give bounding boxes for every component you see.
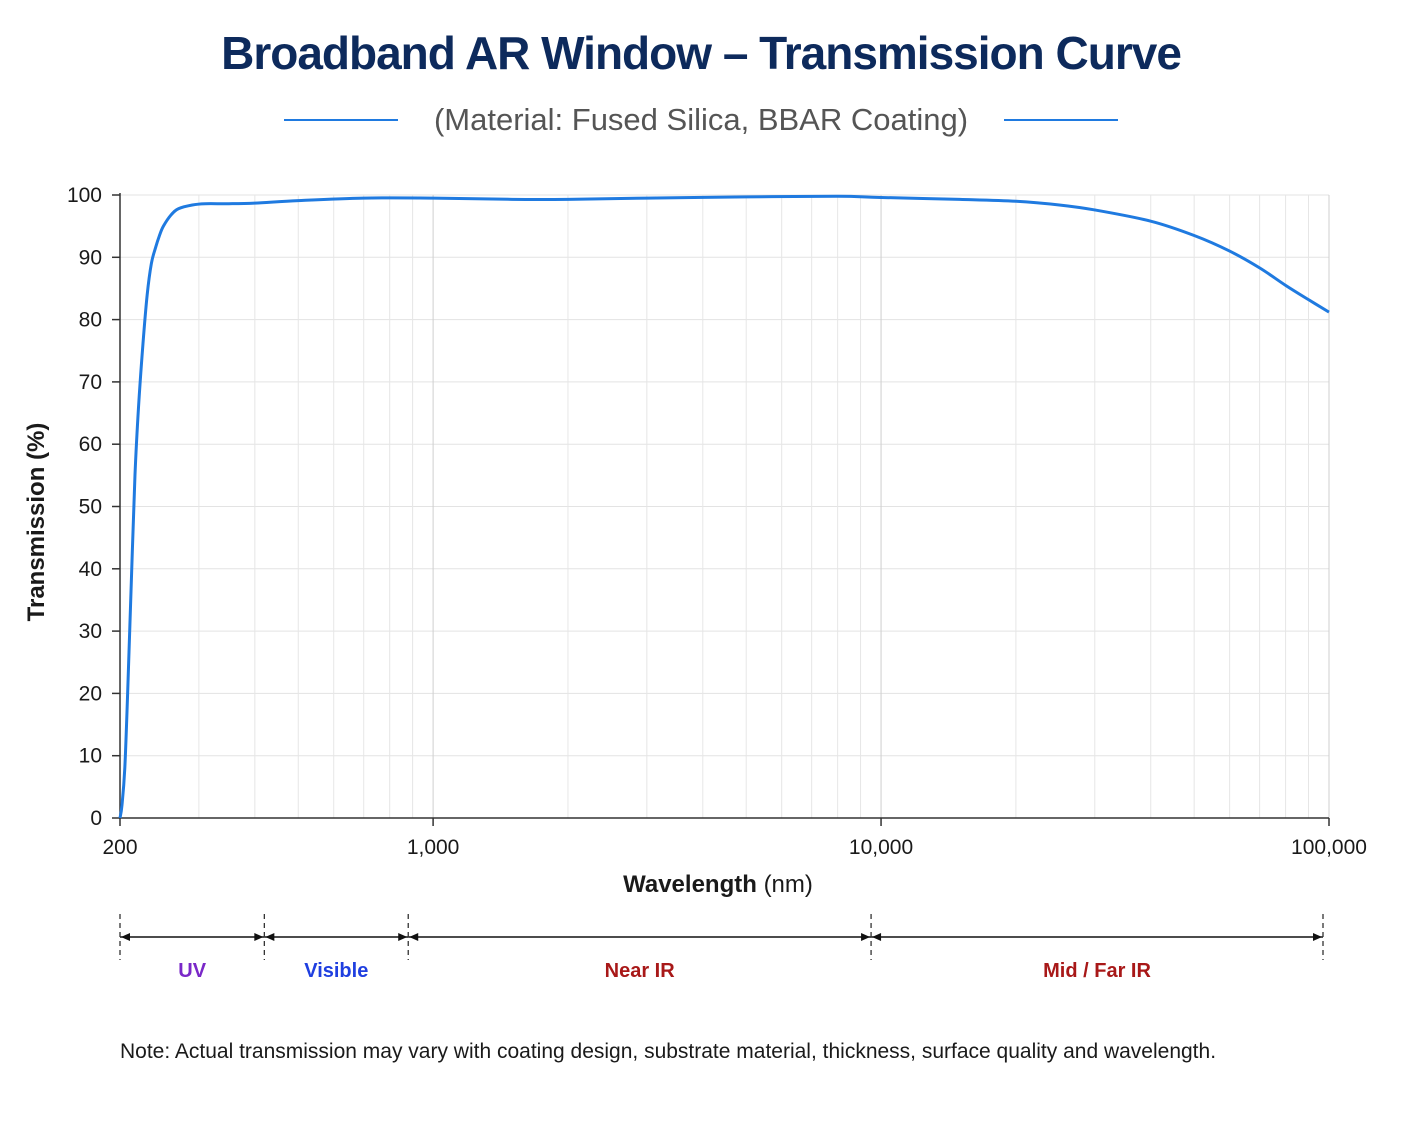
x-tick-label: 10,000 bbox=[849, 836, 913, 859]
y-tick-label: 70 bbox=[79, 371, 102, 394]
region-label: Near IR bbox=[605, 960, 676, 982]
y-tick-label: 30 bbox=[79, 620, 102, 643]
y-axis-title: Transmission (%) bbox=[23, 423, 50, 622]
region-arrowhead bbox=[1313, 933, 1322, 941]
chart-title: Broadband AR Window – Transmission Curve bbox=[221, 27, 1182, 79]
region-arrowhead bbox=[265, 933, 275, 941]
x-axis-title-text: Wavelength bbox=[623, 871, 757, 898]
x-tick-label: 200 bbox=[102, 836, 137, 859]
subtitle-decor-line-left bbox=[283, 119, 398, 121]
chart-subtitle: (Material: Fused Silica, BBAR Coating) bbox=[433, 102, 969, 137]
x-axis-title-unit: (nm) bbox=[764, 871, 813, 898]
footnote: Note: Actual transmission may vary with … bbox=[120, 1040, 1217, 1063]
y-tick-label: 50 bbox=[79, 496, 102, 519]
y-tick-label: 40 bbox=[79, 558, 102, 581]
wavelength-regions: UV Visible Near IR Mid / Far IR bbox=[119, 914, 1324, 982]
subtitle-row: (Material: Fused Silica, BBAR Coating) bbox=[0, 100, 1402, 140]
region-arrowhead bbox=[121, 933, 130, 941]
region-arrowhead bbox=[872, 933, 882, 941]
x-axis-title: Wavelength (nm) bbox=[623, 871, 813, 898]
transmission-series-line bbox=[118, 194, 1330, 819]
region-label: UV bbox=[178, 960, 206, 982]
region-label: Mid / Far IR bbox=[1043, 960, 1151, 982]
y-tick-label: 0 bbox=[90, 807, 102, 830]
y-tick-labels: 0 10 20 30 40 50 60 70 80 90 100 bbox=[67, 184, 120, 830]
series-layer bbox=[118, 194, 1330, 819]
x-tick-labels: 200 1,000 10,000 100,000 bbox=[102, 818, 1367, 859]
y-tick-label: 100 bbox=[67, 184, 102, 207]
subtitle-decor-line-right bbox=[1004, 119, 1119, 121]
axes bbox=[119, 193, 1329, 819]
region-arrowhead bbox=[409, 933, 419, 941]
y-tick-label: 60 bbox=[79, 433, 102, 456]
y-tick-label: 90 bbox=[79, 246, 102, 269]
region-label: Visible bbox=[304, 960, 368, 982]
x-tick-label: 100,000 bbox=[1291, 836, 1367, 859]
y-tick-label: 20 bbox=[79, 682, 102, 705]
y-tick-label: 10 bbox=[79, 745, 102, 768]
region-arrowhead bbox=[398, 933, 408, 941]
y-tick-label: 80 bbox=[79, 309, 102, 332]
grid bbox=[120, 194, 1330, 818]
x-tick-label: 1,000 bbox=[407, 836, 460, 859]
region-arrowhead bbox=[254, 933, 264, 941]
region-arrowhead bbox=[861, 933, 871, 941]
